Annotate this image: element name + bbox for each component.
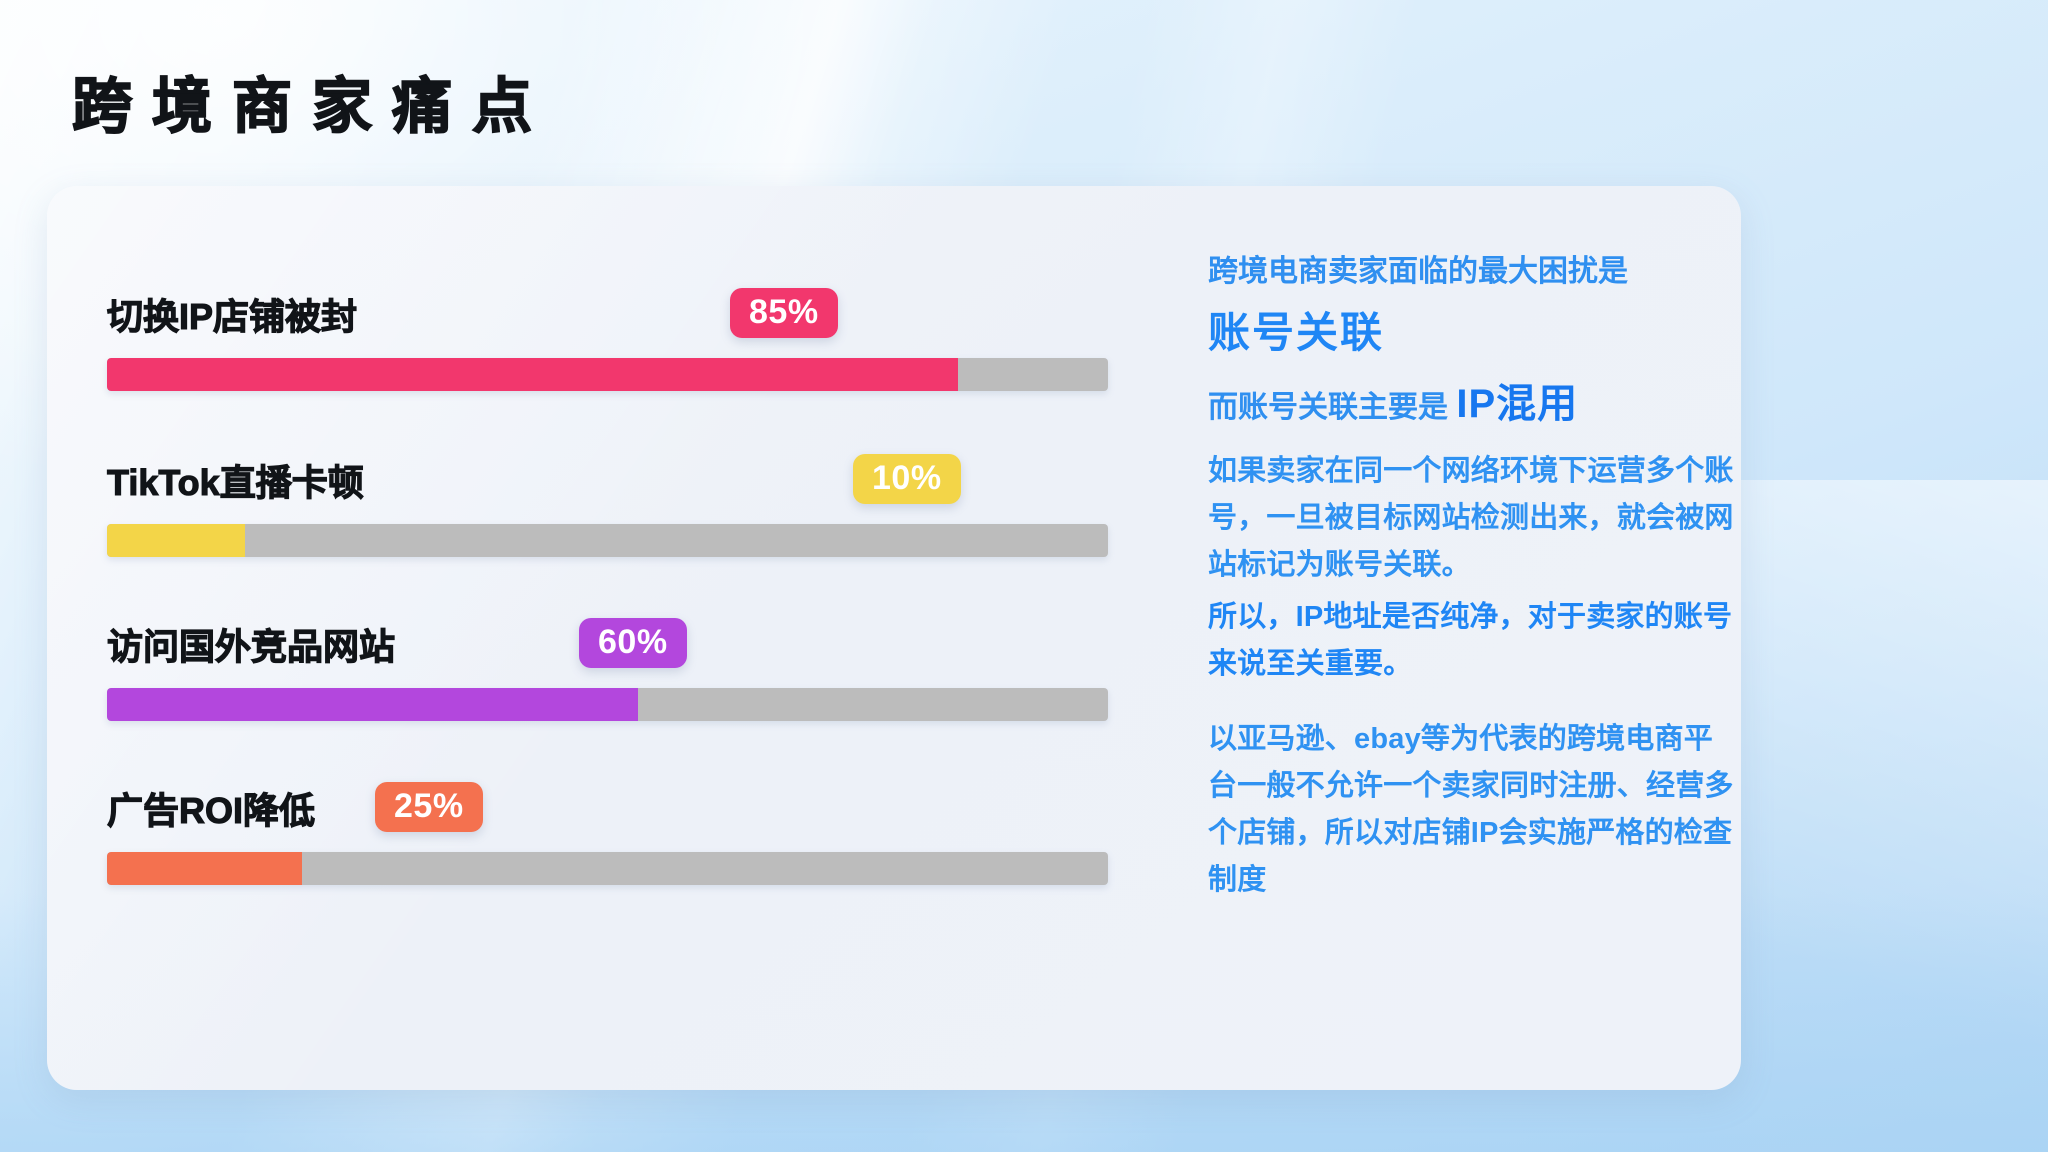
bar-fill (107, 852, 303, 885)
bar-value-badge: 60% (579, 618, 687, 668)
bar-track (107, 852, 1108, 885)
lead-line-3-prefix: 而账号关联主要是 (1208, 391, 1457, 424)
bar-label: 访问国外竞品网站 (106, 625, 396, 667)
paragraph-3: 以亚马逊、ebay等为代表的跨境电商平台一般不允许一个卖家同时注册、经营多个店铺… (1208, 723, 1734, 896)
bar-label: 切换IP店铺被封 (106, 295, 358, 337)
bar-value-badge: 25% (375, 782, 483, 832)
lead-highlight-account-association: 账号关联 (1208, 309, 1385, 356)
bar-fill (107, 358, 958, 391)
explanation-text-panel: 跨境电商卖家面临的最大困扰是 账号关联 而账号关联主要是 IP混用 如果卖家在同… (1208, 186, 1741, 1090)
page-title: 跨境商家痛点 (71, 72, 552, 141)
bar-label: 广告ROI降低 (106, 789, 316, 831)
bar-track (107, 688, 1108, 721)
bar-row: 广告ROI降低 25% (106, 768, 1108, 885)
bar-value-badge: 10% (853, 454, 961, 504)
lead-line-1: 跨境电商卖家面临的最大困扰是 (1208, 255, 1628, 288)
content-card: 切换IP店铺被封 85% TikTok直播卡顿 10% 访问国外竞品网站 60% (47, 186, 1741, 1090)
lead-line-3: 而账号关联主要是 IP混用 (1208, 371, 1578, 429)
bar-header: TikTok直播卡顿 10% (106, 440, 1108, 506)
bar-track (107, 358, 1108, 391)
bar-value-badge: 85% (730, 288, 838, 338)
lead-line-3-highlight: IP混用 (1456, 382, 1579, 426)
bar-header: 切换IP店铺被封 85% (106, 274, 1108, 340)
bar-track (107, 524, 1108, 557)
pain-point-bar-chart: 切换IP店铺被封 85% TikTok直播卡顿 10% 访问国外竞品网站 60% (47, 186, 1147, 1090)
bar-fill (107, 524, 246, 557)
bar-header: 广告ROI降低 25% (106, 768, 1108, 834)
paragraph-2: 所以，IP地址是否纯净，对于卖家的账号来说至关重要。 (1208, 601, 1733, 680)
bar-fill (107, 688, 638, 721)
bar-row: TikTok直播卡顿 10% (106, 440, 1108, 557)
bar-header: 访问国外竞品网站 60% (106, 604, 1108, 670)
bar-row: 切换IP店铺被封 85% (106, 274, 1108, 391)
bar-label: TikTok直播卡顿 (106, 461, 364, 503)
paragraph-1: 如果卖家在同一个网络环境下运营多个账号，一旦被目标网站检测出来，就会被网站标记为… (1208, 455, 1734, 581)
bar-row: 访问国外竞品网站 60% (106, 604, 1108, 721)
